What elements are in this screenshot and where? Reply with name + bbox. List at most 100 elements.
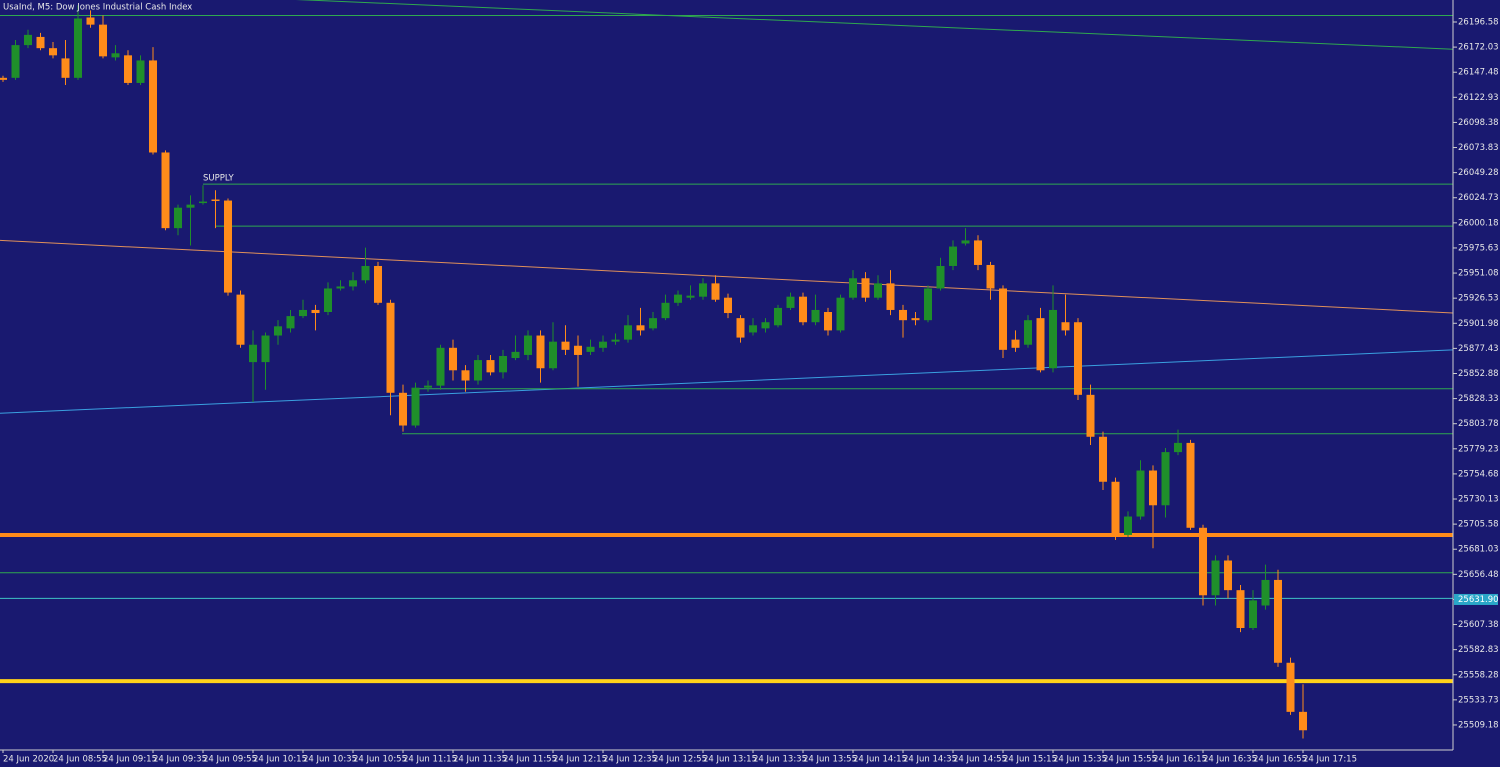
candle-body: [649, 318, 657, 329]
x-tick-label: 24 Jun 13:55: [803, 755, 857, 765]
candle-body: [899, 309, 907, 321]
x-tick-label: 24 Jun 12:35: [603, 755, 657, 765]
candle-body: [1124, 516, 1132, 535]
candle-body: [874, 283, 882, 298]
candle-body: [661, 302, 670, 319]
x-tick-label: 24 Jun 13:15: [703, 755, 757, 765]
y-tick-label: 25681.03: [1458, 545, 1499, 555]
candle-body: [999, 288, 1007, 350]
y-tick-label: 26122.93: [1458, 93, 1499, 103]
candle-body: [386, 302, 395, 393]
candle-body: [1236, 590, 1245, 628]
candle-body: [0, 77, 7, 80]
candle-body: [711, 283, 720, 300]
candle-body: [1211, 560, 1220, 596]
candle-body: [1024, 320, 1032, 345]
x-tick-label: 24 Jun 16:35: [1203, 755, 1257, 765]
candle-body: [61, 58, 70, 78]
y-tick-label: 25533.73: [1458, 695, 1499, 705]
y-tick-label: 25705.58: [1458, 520, 1499, 530]
candle-body: [849, 278, 857, 298]
candle-body: [336, 286, 345, 289]
x-tick-label: 24 Jun 16:15: [1153, 755, 1207, 765]
candle-body: [74, 18, 82, 78]
x-tick-label: 24 Jun 17:15: [1303, 755, 1357, 765]
candle-body: [411, 387, 420, 426]
y-tick-label: 25558.28: [1458, 670, 1499, 680]
x-tick-label: 24 Jun 09:55: [203, 755, 257, 765]
candle-body: [261, 335, 270, 363]
x-tick-label: 24 Jun 15:35: [1053, 755, 1107, 765]
candle-body: [1136, 470, 1145, 517]
candle-body: [11, 45, 20, 78]
candle-body: [374, 265, 382, 303]
x-tick-label: 24 Jun 10:15: [253, 755, 307, 765]
y-tick-label: 25754.68: [1458, 469, 1499, 479]
y-tick-label: 25951.08: [1458, 269, 1499, 279]
x-tick-label: 24 Jun 10:35: [303, 755, 357, 765]
y-tick-label: 25607.38: [1458, 620, 1499, 630]
candle-body: [549, 341, 557, 369]
candle-body: [786, 296, 795, 308]
candle-body: [199, 201, 207, 204]
candle-body: [1036, 318, 1045, 371]
candle-body: [361, 265, 370, 281]
candle-body: [524, 335, 532, 355]
candle-body: [1049, 309, 1057, 369]
x-tick-label: 24 Jun 12:15: [553, 755, 607, 765]
candle-body: [699, 283, 707, 297]
candle-body: [811, 309, 820, 323]
current-price-box: [1454, 593, 1498, 605]
y-tick-label: 25877.43: [1458, 344, 1499, 354]
y-tick-label: 26024.73: [1458, 193, 1499, 203]
x-tick-label: 24 Jun 16:55: [1253, 755, 1307, 765]
candle-body: [1161, 452, 1170, 506]
candle-body: [936, 265, 945, 289]
x-tick-label: 24 Jun 12:55: [653, 755, 707, 765]
candle-body: [974, 240, 982, 265]
trendline: [295, 0, 1453, 50]
candle-body: [224, 200, 232, 293]
candle-body: [99, 24, 107, 57]
candle-body: [1061, 322, 1070, 331]
y-tick-label: 25582.83: [1458, 645, 1499, 655]
y-tick-label: 25975.63: [1458, 243, 1499, 253]
candle-body: [424, 385, 432, 388]
trendline: [0, 349, 1453, 414]
current-price-label: 25631.90: [1458, 595, 1499, 605]
x-tick-label: 24 Jun 11:15: [403, 755, 457, 765]
x-tick-label: 24 Jun 10:55: [353, 755, 407, 765]
candle-body: [536, 335, 545, 369]
candle-body: [1099, 436, 1107, 482]
x-tick-label: 24 Jun 08:55: [53, 755, 107, 765]
x-tick-label: 24 Jun 14:55: [953, 755, 1007, 765]
y-tick-label: 25779.23: [1458, 444, 1499, 454]
candle-body: [686, 295, 695, 298]
candle-body: [399, 392, 407, 426]
candle-body: [599, 341, 607, 348]
candle-body: [911, 318, 920, 321]
chart-title: UsaInd, M5: Dow Jones Industrial Cash In…: [3, 3, 192, 13]
candle-body: [1186, 442, 1195, 528]
candle-body: [86, 17, 95, 25]
trendline: [0, 239, 1453, 314]
candle-body: [36, 36, 45, 49]
candle-body: [161, 152, 170, 229]
y-tick-label: 25926.53: [1458, 294, 1499, 304]
x-tick-label: 24 Jun 11:35: [453, 755, 507, 765]
candle-body: [611, 339, 620, 342]
candle-body: [324, 288, 332, 313]
candle-body: [236, 294, 245, 345]
candle-body: [799, 296, 807, 323]
candle-body: [24, 34, 32, 46]
candle-body: [149, 60, 157, 153]
candle-body: [111, 53, 120, 58]
candle-body: [186, 204, 195, 208]
plot-area: SUPPLY: [0, 0, 1453, 739]
candle-body: [286, 316, 295, 329]
y-tick-label: 26147.48: [1458, 68, 1499, 78]
x-tick-label: 24 Jun 14:15: [853, 755, 907, 765]
y-tick-label: 25828.33: [1458, 394, 1499, 404]
candle-body: [636, 325, 645, 331]
